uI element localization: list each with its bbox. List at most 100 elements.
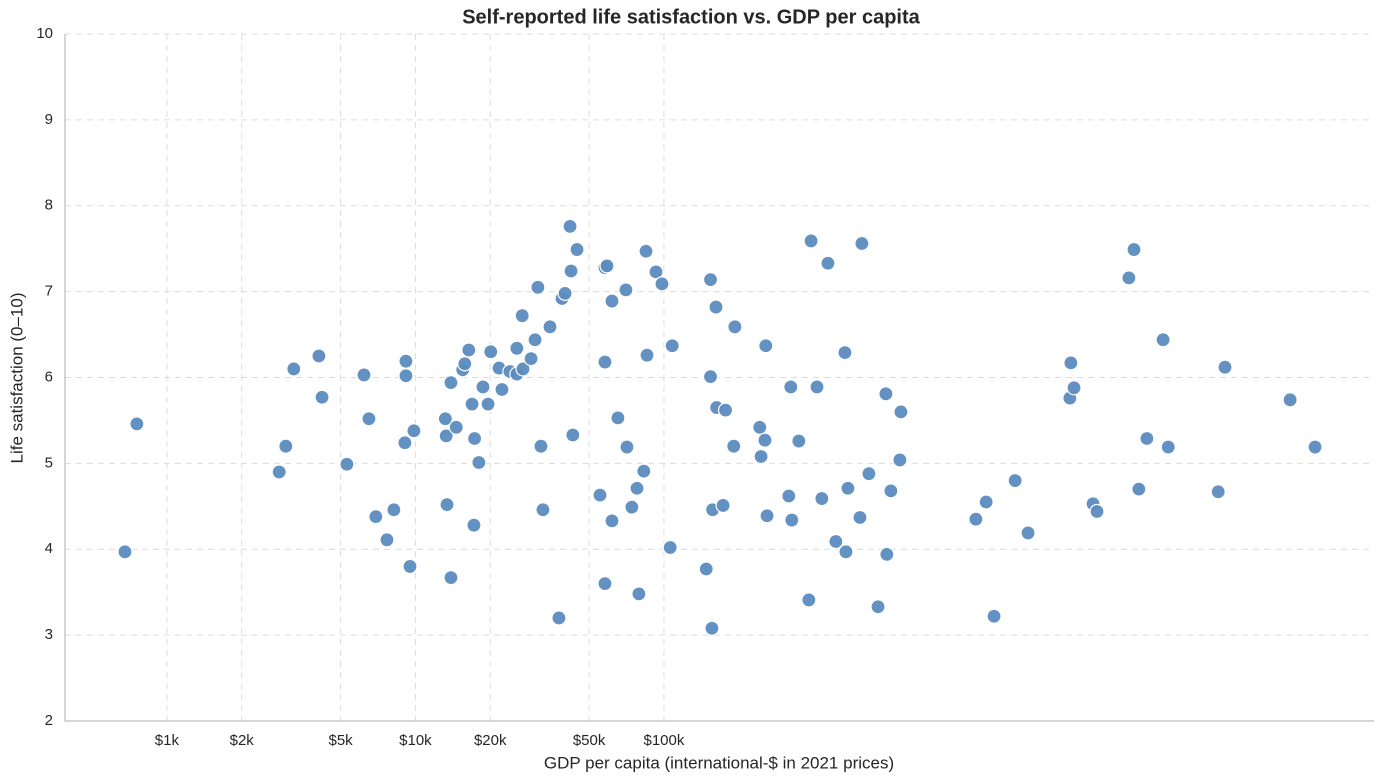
point bbox=[466, 517, 482, 533]
point bbox=[629, 480, 645, 496]
point bbox=[809, 379, 825, 395]
point bbox=[530, 279, 546, 295]
point bbox=[604, 513, 620, 529]
point bbox=[523, 351, 539, 367]
y-tick-label: 6 bbox=[45, 368, 53, 385]
x-tick-label: $2k bbox=[230, 732, 255, 749]
point bbox=[443, 375, 459, 391]
point bbox=[1089, 503, 1105, 520]
point bbox=[883, 483, 899, 499]
point bbox=[466, 430, 483, 447]
point bbox=[784, 512, 800, 528]
point bbox=[398, 353, 414, 369]
point bbox=[471, 454, 487, 471]
point bbox=[461, 342, 477, 358]
point bbox=[569, 241, 585, 258]
point bbox=[480, 396, 496, 412]
point bbox=[592, 487, 608, 503]
point bbox=[879, 546, 895, 563]
point bbox=[557, 285, 573, 301]
point bbox=[986, 608, 1002, 624]
point bbox=[1282, 392, 1298, 408]
point bbox=[1007, 472, 1023, 489]
point bbox=[638, 243, 654, 259]
point bbox=[801, 592, 817, 608]
point bbox=[542, 319, 558, 335]
point bbox=[1126, 241, 1142, 258]
point bbox=[726, 438, 742, 454]
point bbox=[968, 511, 984, 527]
point bbox=[861, 466, 877, 482]
point bbox=[639, 347, 655, 363]
point bbox=[654, 276, 670, 292]
y-tick-label: 3 bbox=[45, 626, 53, 643]
point bbox=[636, 463, 652, 479]
point bbox=[828, 533, 844, 550]
point bbox=[457, 356, 473, 372]
point bbox=[438, 428, 454, 444]
point bbox=[448, 419, 464, 435]
point bbox=[483, 344, 499, 360]
point bbox=[386, 502, 402, 518]
y-axis-title: Life satisfaction (0–10) bbox=[7, 292, 26, 463]
point bbox=[475, 379, 491, 395]
point bbox=[783, 379, 799, 395]
point bbox=[704, 620, 720, 636]
point bbox=[439, 496, 455, 513]
point bbox=[814, 490, 830, 507]
point bbox=[129, 416, 145, 432]
point bbox=[757, 432, 773, 448]
point bbox=[562, 218, 578, 234]
point bbox=[1217, 359, 1233, 375]
point bbox=[1066, 380, 1082, 396]
point bbox=[664, 338, 680, 354]
point bbox=[368, 509, 384, 525]
point bbox=[597, 354, 613, 370]
point bbox=[759, 508, 775, 524]
chart-title: Self-reported life satisfaction vs. GDP … bbox=[462, 6, 920, 28]
point bbox=[271, 464, 287, 480]
point bbox=[514, 308, 530, 324]
point bbox=[840, 480, 856, 496]
point bbox=[978, 494, 994, 510]
point bbox=[339, 456, 355, 472]
point bbox=[464, 396, 480, 412]
point bbox=[1139, 430, 1155, 447]
point bbox=[838, 544, 854, 560]
point bbox=[563, 263, 579, 279]
point bbox=[1307, 439, 1323, 455]
point bbox=[402, 558, 418, 575]
point bbox=[437, 411, 453, 427]
point bbox=[117, 544, 133, 560]
point bbox=[1020, 525, 1036, 541]
y-tick-label: 8 bbox=[45, 197, 53, 214]
y-tick-label: 4 bbox=[45, 540, 53, 557]
y-tick-label: 2 bbox=[45, 712, 53, 729]
point bbox=[1155, 332, 1171, 348]
point bbox=[397, 435, 413, 451]
point bbox=[791, 433, 807, 449]
point bbox=[758, 338, 774, 354]
point bbox=[533, 438, 549, 454]
point bbox=[443, 569, 459, 586]
point bbox=[604, 293, 620, 309]
point bbox=[509, 340, 525, 356]
point bbox=[893, 404, 909, 420]
point bbox=[870, 599, 886, 615]
point bbox=[698, 561, 714, 577]
x-tick-label: $1k bbox=[155, 732, 180, 749]
point bbox=[515, 361, 531, 377]
point bbox=[527, 332, 543, 348]
y-tick-label: 7 bbox=[45, 283, 53, 300]
point bbox=[398, 368, 414, 384]
point bbox=[820, 255, 836, 271]
point bbox=[535, 502, 551, 518]
point bbox=[727, 319, 743, 335]
point bbox=[631, 586, 647, 602]
point bbox=[314, 389, 330, 405]
point bbox=[1121, 270, 1137, 286]
point bbox=[702, 369, 719, 385]
x-tick-label: $100k bbox=[643, 732, 684, 749]
